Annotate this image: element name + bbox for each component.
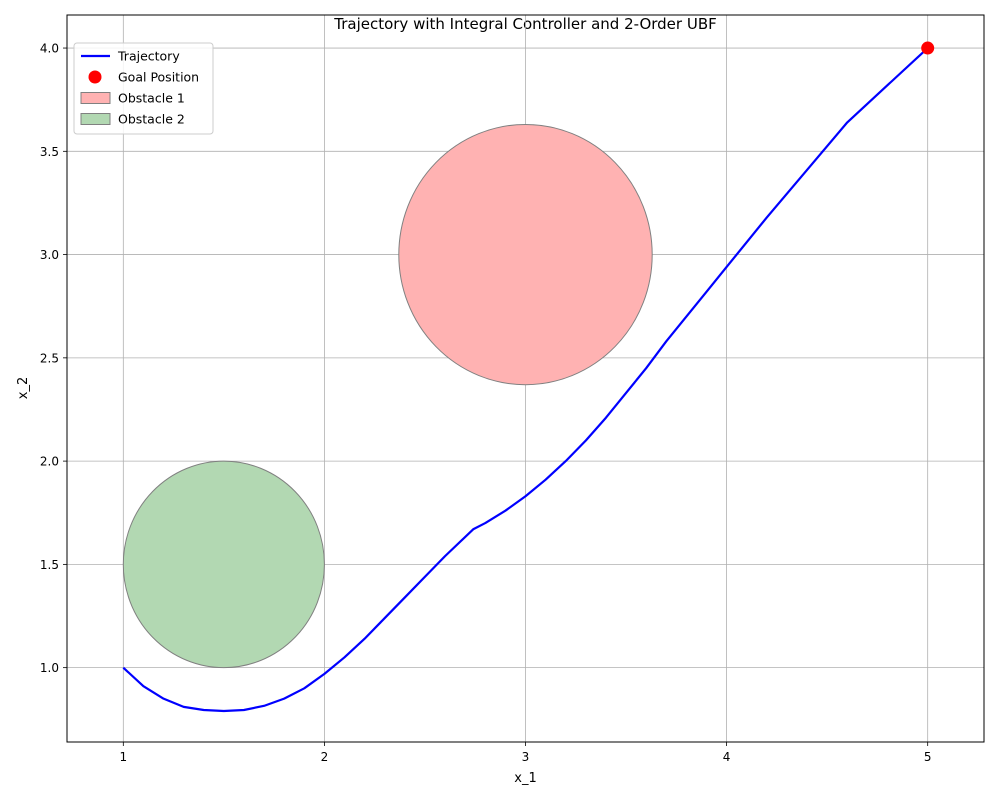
chart-title: Trajectory with Integral Controller and …	[333, 15, 717, 33]
legend-obstacle-swatch	[80, 92, 111, 104]
trajectory-line	[122, 47, 929, 713]
y-tick-label: 3.0	[40, 248, 59, 262]
obstacle-2-circle	[122, 460, 325, 669]
series	[122, 41, 935, 713]
obstacle-1-circle	[398, 123, 653, 386]
x-tick-label: 3	[522, 750, 530, 764]
legend-entry-label: Trajectory	[117, 49, 180, 64]
goal-position-marker	[921, 41, 935, 55]
legend: Trajectory Goal Position Obstacle 1 Obstacl…	[73, 42, 214, 135]
x-tick-label: 4	[723, 750, 731, 764]
y-axis-label: x_2	[16, 377, 31, 399]
obstacles	[122, 123, 653, 669]
x-tick-label: 2	[321, 750, 329, 764]
y-tick-label: 2.5	[40, 351, 59, 365]
legend-box	[73, 42, 214, 135]
y-tick-label: 2.0	[40, 455, 59, 469]
legend-entry-label: Goal Position	[118, 70, 199, 85]
x-tick-label: 5	[924, 750, 932, 764]
legend-obstacle-swatch	[80, 113, 111, 125]
x-tick-label: 1	[119, 750, 127, 764]
axis-ticks: 1 2 3 4 5 1.0 1.5 2.0 2.5 3.0 3.5 4.0	[40, 42, 932, 764]
legend-goal-swatch	[88, 70, 102, 84]
x-axis-label: x_1	[514, 771, 536, 786]
y-tick-label: 1.5	[40, 558, 59, 572]
y-tick-label: 1.0	[40, 661, 59, 675]
legend-entry-label: Obstacle 2	[118, 112, 185, 127]
legend-entry-label: Obstacle 1	[118, 91, 185, 106]
y-tick-label: 3.5	[40, 145, 59, 159]
y-tick-label: 4.0	[40, 42, 59, 56]
